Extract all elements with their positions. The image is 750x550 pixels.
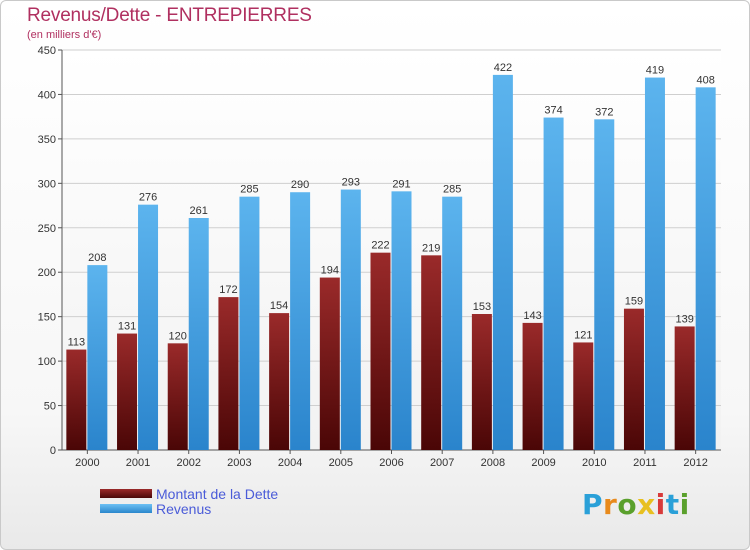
legend-swatch-dette [100, 489, 152, 498]
y-tick-label: 300 [38, 178, 56, 190]
bar-dette [421, 255, 442, 450]
legend-item-revenus: Revenus [100, 501, 360, 517]
chart-subtitle: (en milliers d'€) [27, 29, 102, 41]
data-label-dette: 120 [169, 330, 187, 342]
x-tick-label: 2006 [379, 457, 403, 469]
data-label-revenus: 293 [342, 177, 360, 189]
data-label-dette: 143 [523, 310, 541, 322]
x-tick-label: 2000 [75, 457, 99, 469]
logo-letter: o [617, 488, 638, 521]
y-tick-label: 400 [38, 89, 56, 101]
x-tick-label: 2012 [683, 457, 707, 469]
logo-letter: x [637, 488, 656, 521]
bar-revenus [138, 204, 159, 450]
data-label-dette: 154 [270, 300, 288, 312]
data-label-dette: 159 [625, 296, 643, 308]
x-tick-label: 2002 [176, 457, 200, 469]
bar-revenus [492, 74, 513, 450]
y-tick-label: 50 [44, 401, 56, 413]
data-label-revenus: 408 [696, 74, 714, 86]
x-tick-label: 2003 [227, 457, 251, 469]
bar-revenus [644, 77, 665, 451]
data-label-dette: 172 [219, 284, 237, 296]
y-tick-label: 250 [38, 223, 56, 235]
x-tick-label: 2001 [126, 457, 150, 469]
data-label-revenus: 276 [139, 192, 157, 204]
bar-revenus [594, 119, 615, 450]
x-tick-label: 2009 [531, 457, 555, 469]
logo-letter: i [655, 488, 666, 521]
bar-dette [66, 349, 87, 450]
bar-dette [370, 252, 391, 450]
x-tick-label: 2010 [582, 457, 606, 469]
data-label-revenus: 208 [88, 252, 106, 264]
data-label-dette: 219 [422, 242, 440, 254]
bar-dette [269, 313, 290, 450]
data-label-dette: 131 [118, 321, 136, 333]
legend-label-revenus: Revenus [156, 501, 212, 517]
proxiti-logo: Proxiti [582, 488, 690, 521]
bar-revenus [695, 87, 716, 450]
bar-revenus [442, 196, 463, 450]
bar-dette [573, 342, 594, 450]
y-tick-label: 350 [38, 134, 56, 146]
data-label-revenus: 290 [291, 179, 309, 191]
y-tick-label: 200 [38, 267, 56, 279]
bar-revenus [391, 191, 412, 451]
data-label-revenus: 419 [646, 65, 664, 77]
x-tick-label: 2005 [329, 457, 353, 469]
chart-title: Revenus/Dette - ENTREPIERRES [27, 5, 312, 26]
x-tick-label: 2007 [430, 457, 454, 469]
x-tick-label: 2011 [633, 457, 657, 469]
bar-dette [471, 314, 492, 450]
legend-item-dette: Montant de la Dette [100, 486, 360, 502]
x-tick-label: 2004 [278, 457, 302, 469]
y-tick-label: 450 [38, 45, 56, 57]
data-label-revenus: 285 [443, 184, 461, 196]
data-label-dette: 222 [371, 240, 389, 252]
bar-revenus [87, 265, 108, 450]
y-tick-label: 150 [38, 312, 56, 324]
bar-revenus [290, 192, 311, 450]
legend-label-dette: Montant de la Dette [156, 486, 279, 502]
data-label-revenus: 374 [544, 105, 562, 117]
data-label-revenus: 285 [240, 184, 258, 196]
data-label-dette: 194 [321, 265, 339, 277]
data-label-dette: 153 [473, 301, 491, 313]
data-label-dette: 113 [68, 337, 86, 349]
bar-revenus [239, 196, 260, 450]
bar-dette [117, 333, 138, 450]
logo-letter: i [679, 488, 690, 521]
y-tick-label: 100 [38, 356, 56, 368]
bar-dette [674, 326, 695, 450]
data-label-dette: 121 [574, 329, 592, 341]
bar-revenus [543, 117, 564, 451]
bar-dette [623, 308, 644, 450]
logo-letter: P [582, 488, 604, 521]
legend-swatch-revenus [100, 504, 152, 513]
bar-dette [167, 343, 188, 450]
bar-dette [522, 322, 543, 450]
data-label-revenus: 291 [392, 178, 410, 190]
data-label-revenus: 372 [595, 106, 613, 118]
y-tick-label: 0 [50, 445, 56, 457]
data-label-revenus: 422 [494, 62, 512, 74]
bar-revenus [188, 218, 209, 450]
bar-dette [218, 297, 239, 450]
logo-letter: t [665, 488, 680, 521]
bar-revenus [340, 189, 361, 451]
data-label-dette: 139 [675, 313, 693, 325]
data-label-revenus: 261 [190, 205, 208, 217]
x-tick-label: 2008 [481, 457, 505, 469]
bar-dette [319, 277, 340, 450]
logo-letter: r [603, 488, 618, 521]
